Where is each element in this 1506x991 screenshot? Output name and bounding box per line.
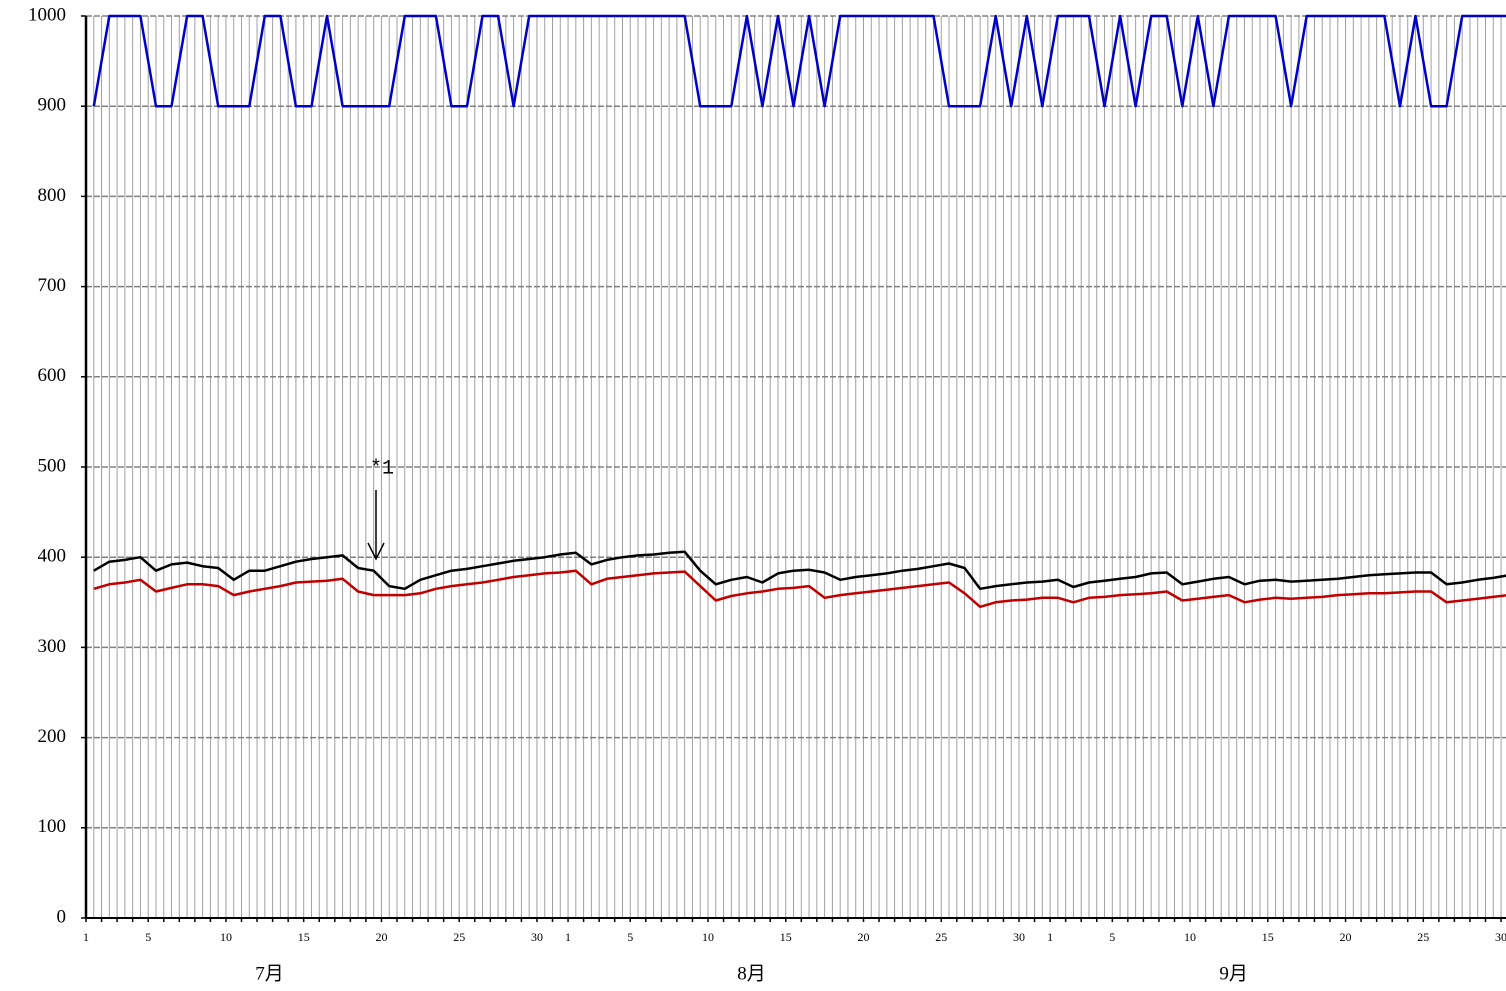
y-tick-label: 200 — [38, 726, 67, 747]
series-line — [93, 569, 1506, 609]
x-tick-label: 5 — [145, 930, 151, 944]
y-tick-label: 300 — [38, 636, 67, 657]
series-line — [92, 14, 1506, 108]
y-tick-label: 500 — [38, 455, 67, 476]
series-line — [93, 550, 1506, 591]
x-tick-label: 25 — [935, 930, 947, 944]
y-tick-label: 100 — [38, 816, 67, 837]
y-tick-label: 900 — [38, 95, 67, 116]
month-label: 7月 — [255, 963, 284, 984]
annotation: *1 — [370, 457, 394, 480]
x-tick-label: 1 — [565, 930, 571, 944]
x-tick-label: 10 — [702, 930, 714, 944]
month-label: 8月 — [737, 963, 766, 984]
x-tick-label: 15 — [780, 930, 792, 944]
x-tick-label: 15 — [1262, 930, 1274, 944]
month-label: 9月 — [1219, 963, 1248, 984]
x-tick-label: 30 — [531, 930, 543, 944]
y-tick-label: 700 — [38, 275, 67, 296]
x-tick-label: 5 — [627, 930, 633, 944]
x-tick-label: 20 — [858, 930, 870, 944]
y-tick-label: 400 — [38, 546, 67, 567]
x-tick-label: 25 — [453, 930, 465, 944]
x-tick-label: 30 — [1013, 930, 1025, 944]
x-tick-label: 20 — [1340, 930, 1352, 944]
y-tick-label: 600 — [38, 365, 67, 386]
y-tick-label: 1000 — [28, 4, 66, 25]
x-tick-label: 25 — [1417, 930, 1429, 944]
annotation-arrowhead — [367, 542, 385, 561]
x-tick-label: 15 — [298, 930, 310, 944]
x-tick-label: 10 — [220, 930, 232, 944]
x-tick-label: 30 — [1495, 930, 1506, 944]
y-tick-label: 0 — [57, 906, 67, 927]
y-tick-label: 800 — [38, 185, 67, 206]
x-tick-label: 1 — [83, 930, 89, 944]
x-tick-label: 10 — [1184, 930, 1196, 944]
x-tick-label: 20 — [375, 930, 387, 944]
lines — [92, 14, 1506, 609]
grid — [85, 15, 1506, 919]
x-tick-label: 5 — [1109, 930, 1115, 944]
x-tick-label: 1 — [1047, 930, 1053, 944]
